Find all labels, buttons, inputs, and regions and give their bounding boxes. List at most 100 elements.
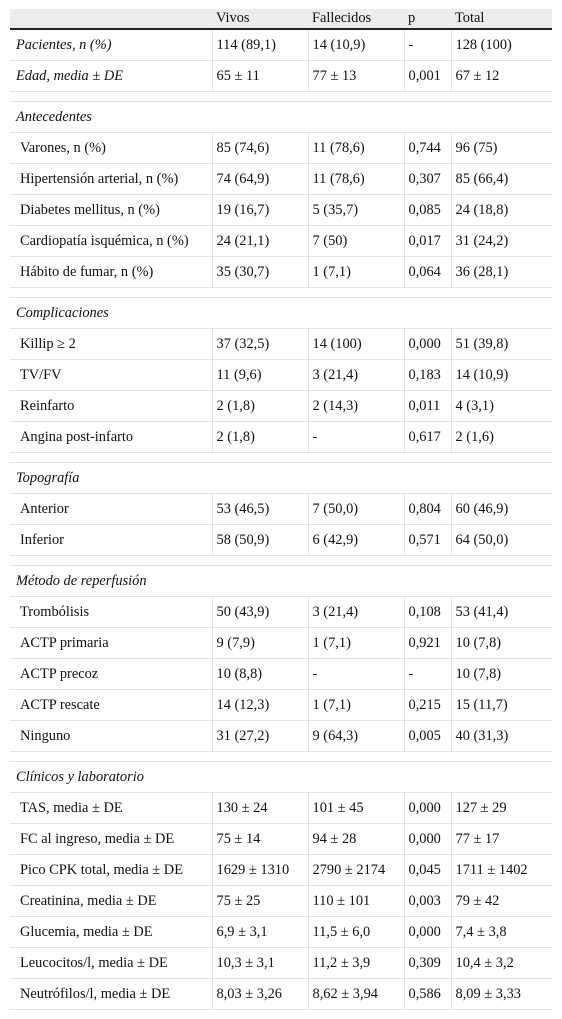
separator-cell	[10, 751, 552, 762]
fallecidos-cell: -	[308, 421, 405, 453]
row-label: Pico CPK total, media ± DE	[10, 854, 213, 886]
row-label: Reinfarto	[10, 390, 213, 422]
row-label: Neutrófilos/l, media ± DE	[10, 978, 213, 1010]
vivos-cell: 11 (9,6)	[212, 359, 309, 391]
row-label: Varones, n (%)	[10, 132, 213, 164]
row-label: Anterior	[10, 493, 213, 525]
total-cell: 79 ± 42	[451, 885, 552, 917]
row-label: Trombólisis	[10, 596, 213, 628]
total-cell: 10,4 ± 3,2	[451, 947, 552, 979]
fallecidos-cell: 1 (7,1)	[308, 627, 405, 659]
separator-row	[10, 287, 552, 298]
table-row: Anterior 53 (46,5) 7 (50,0) 0,804 60 (46,9)	[10, 493, 552, 525]
section-title: Antecedentes	[10, 101, 552, 133]
total-cell: 77 ± 17	[451, 823, 552, 855]
total-cell: 15 (11,7)	[451, 689, 552, 721]
row-label: Ninguno	[10, 720, 213, 752]
p-value-cell: 0,000	[404, 916, 452, 948]
table-row: Edad, media ± DE 65 ± 11 77 ± 13 0,001 67 ± …	[10, 60, 552, 92]
p-value-cell: 0,744	[404, 132, 452, 164]
row-label: Glucemia, media ± DE	[10, 916, 213, 948]
header-label	[10, 9, 212, 30]
header-total: Total	[451, 9, 552, 30]
total-cell: 4 (3,1)	[451, 390, 552, 422]
separator-row	[10, 452, 552, 463]
row-label: Angina post-infarto	[10, 421, 213, 453]
table-row: Pico CPK total, media ± DE 1629 ± 1310 279…	[10, 854, 552, 886]
fallecidos-cell: 11 (78,6)	[308, 132, 405, 164]
section-title: Complicaciones	[10, 297, 552, 329]
table-row: Angina post-infarto 2 (1,8) -0,617 2 (1,6)	[10, 421, 552, 453]
p-value-cell: 0,017	[404, 225, 452, 257]
fallecidos-cell: 14 (10,9)	[308, 29, 405, 61]
vivos-cell: 114 (89,1)	[212, 29, 309, 61]
vivos-cell: 37 (32,5)	[212, 328, 309, 360]
results-table: Vivos Fallecidos p Total Pacientes, n (%…	[10, 9, 552, 1010]
p-value-cell: 0,804	[404, 493, 452, 525]
header-fallecidos: Fallecidos	[308, 9, 404, 30]
p-value-cell: 0,215	[404, 689, 452, 721]
total-cell: 127 ± 29	[451, 792, 552, 824]
total-cell: 14 (10,9)	[451, 359, 552, 391]
total-cell: 10 (7,8)	[451, 658, 552, 690]
p-value-cell: 0,001	[404, 60, 452, 92]
p-value-cell: 0,000	[404, 792, 452, 824]
section-header-row: Antecedentes	[10, 101, 552, 133]
total-cell: 2 (1,6)	[451, 421, 552, 453]
total-cell: 31 (24,2)	[451, 225, 552, 257]
fallecidos-cell: 5 (35,7)	[308, 194, 405, 226]
fallecidos-cell: 11 (78,6)	[308, 163, 405, 195]
row-label: Edad, media ± DE	[10, 60, 213, 92]
total-cell: 8,09 ± 3,33	[451, 978, 552, 1010]
vivos-cell: 58 (50,9)	[212, 524, 309, 556]
table-container: Vivos Fallecidos p Total Pacientes, n (%…	[10, 9, 552, 1010]
table-row: Pacientes, n (%) 114 (89,1) 14 (10,9) -128 …	[10, 29, 552, 61]
vivos-cell: 8,03 ± 3,26	[212, 978, 309, 1010]
fallecidos-cell: 2 (14,3)	[308, 390, 405, 422]
total-cell: 53 (41,4)	[451, 596, 552, 628]
vivos-cell: 24 (21,1)	[212, 225, 309, 257]
total-cell: 128 (100)	[451, 29, 552, 61]
total-cell: 51 (39,8)	[451, 328, 552, 360]
p-value-cell: 0,000	[404, 823, 452, 855]
section-header-row: Método de reperfusión	[10, 565, 552, 597]
fallecidos-cell: 2790 ± 2174	[308, 854, 405, 886]
p-value-cell: 0,309	[404, 947, 452, 979]
total-cell: 7,4 ± 3,8	[451, 916, 552, 948]
separator-cell	[10, 91, 552, 102]
p-value-cell: 0,045	[404, 854, 452, 886]
fallecidos-cell: 94 ± 28	[308, 823, 405, 855]
row-label: Cardiopatía isquémica, n (%)	[10, 225, 213, 257]
fallecidos-cell: 110 ± 101	[308, 885, 405, 917]
p-value-cell: 0,183	[404, 359, 452, 391]
fallecidos-cell: 14 (100)	[308, 328, 405, 360]
p-value-cell: -	[404, 29, 452, 61]
p-value-cell: 0,085	[404, 194, 452, 226]
table-row: Glucemia, media ± DE 6,9 ± 3,1 11,5 ± 6,0 0…	[10, 916, 552, 948]
table-row: Hipertensión arterial, n (%) 74 (64,9) 11 …	[10, 163, 552, 195]
fallecidos-cell: 9 (64,3)	[308, 720, 405, 752]
p-value-cell: 0,064	[404, 256, 452, 288]
p-value-cell: 0,000	[404, 328, 452, 360]
total-cell: 67 ± 12	[451, 60, 552, 92]
row-label: Hábito de fumar, n (%)	[10, 256, 213, 288]
table-row: Killip ≥ 2 37 (32,5) 14 (100) 0,000 51 (39,8…	[10, 328, 552, 360]
fallecidos-cell: 7 (50,0)	[308, 493, 405, 525]
table-row: Hábito de fumar, n (%) 35 (30,7) 1 (7,1) 0,…	[10, 256, 552, 288]
fallecidos-cell: 6 (42,9)	[308, 524, 405, 556]
p-value-cell: 0,108	[404, 596, 452, 628]
section-title: Topografía	[10, 462, 552, 494]
row-label: TAS, media ± DE	[10, 792, 213, 824]
fallecidos-cell: 77 ± 13	[308, 60, 405, 92]
vivos-cell: 14 (12,3)	[212, 689, 309, 721]
total-cell: 36 (28,1)	[451, 256, 552, 288]
fallecidos-cell: -	[308, 658, 405, 690]
separator-row	[10, 555, 552, 566]
section-header-row: Clínicos y laboratorio	[10, 761, 552, 793]
separator-cell	[10, 452, 552, 463]
table-row: FC al ingreso, media ± DE 75 ± 14 94 ± 28 0…	[10, 823, 552, 855]
table-row: Trombólisis 50 (43,9) 3 (21,4) 0,108 53 (41,…	[10, 596, 552, 628]
row-label: Leucocitos/l, media ± DE	[10, 947, 213, 979]
p-value-cell: 0,003	[404, 885, 452, 917]
table-row: ACTP precoz 10 (8,8) - -10 (7,8)	[10, 658, 552, 690]
